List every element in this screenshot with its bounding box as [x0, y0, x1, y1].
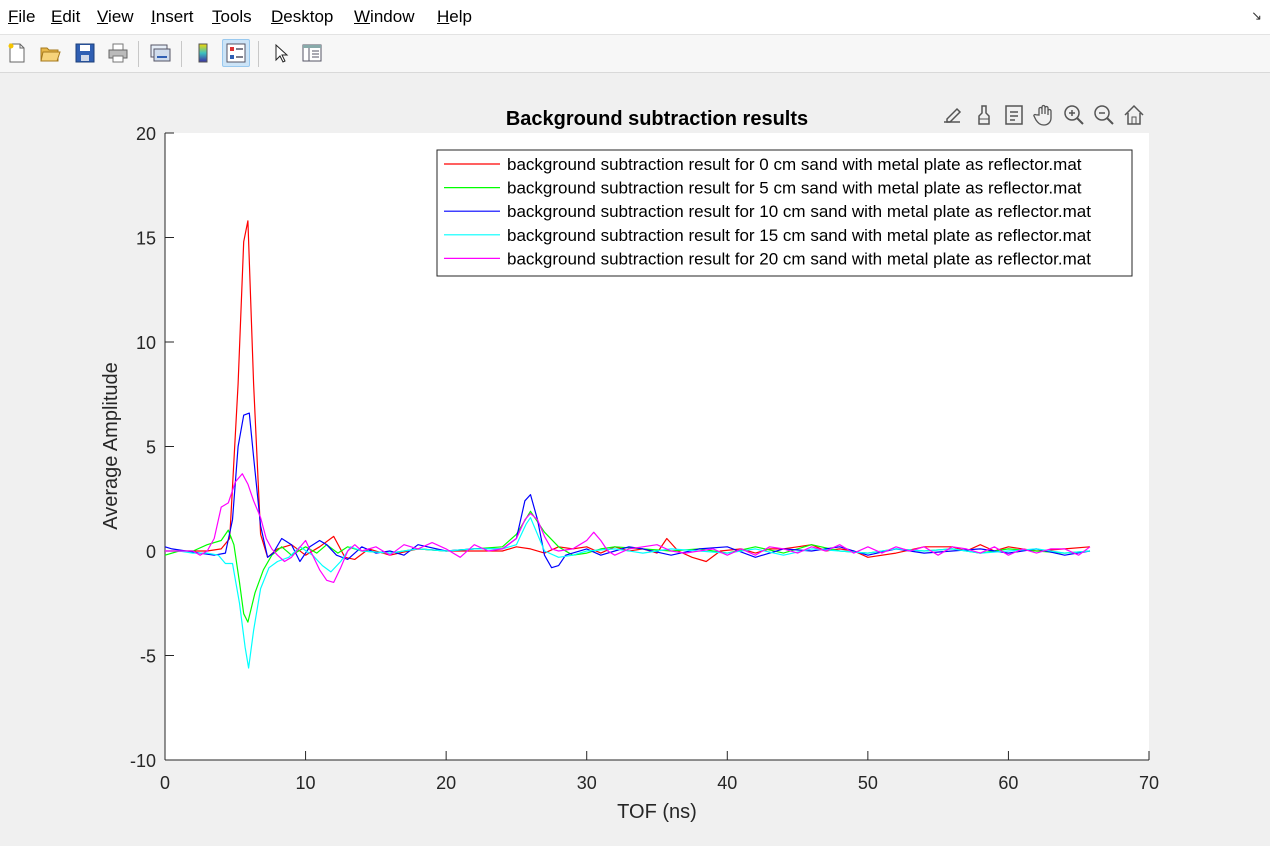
home-icon[interactable]: [1121, 100, 1147, 130]
menu-help-mnemonic: H: [437, 7, 450, 26]
menu-bar: File Edit View Insert Tools Desktop Wind…: [0, 0, 1270, 35]
menu-edit[interactable]: Edit: [51, 7, 80, 27]
link-plot-icon[interactable]: [146, 39, 174, 67]
menu-desktop[interactable]: Desktop: [271, 7, 333, 27]
figure-toolbar: [0, 35, 1270, 73]
menu-insert[interactable]: Insert: [151, 7, 194, 27]
menu-help-label: elp: [449, 7, 472, 26]
data-tips-icon[interactable]: [1001, 100, 1027, 130]
menu-insert-mnemonic: I: [151, 7, 156, 26]
dock-arrow-icon[interactable]: ↘: [1251, 8, 1262, 23]
menu-edit-label: dit: [62, 7, 81, 26]
menu-insert-label: nsert: [155, 7, 194, 26]
menu-window-mnemonic: W: [354, 7, 371, 26]
brush-export-icon[interactable]: [940, 100, 966, 130]
menu-view[interactable]: View: [97, 7, 134, 27]
menu-tools-mnemonic: T: [212, 7, 221, 26]
legend-icon[interactable]: [222, 39, 250, 67]
figure-area: [0, 73, 1270, 846]
zoom-out-icon[interactable]: [1091, 100, 1117, 130]
pan-hand-icon[interactable]: [1031, 100, 1057, 130]
menu-tools[interactable]: Tools: [212, 7, 252, 27]
toolbar-separator: [138, 41, 139, 67]
menu-window[interactable]: Window: [354, 7, 414, 27]
menu-view-mnemonic: V: [97, 7, 109, 26]
menu-file-label: ile: [18, 7, 36, 26]
open-folder-icon[interactable]: [36, 39, 64, 67]
menu-desktop-label: esktop: [283, 7, 334, 26]
menu-tools-label: ools: [220, 7, 252, 26]
pointer-icon[interactable]: [266, 39, 294, 67]
property-inspector-icon[interactable]: [298, 39, 326, 67]
toolbar-separator: [258, 41, 259, 67]
menu-desktop-mnemonic: D: [271, 7, 284, 26]
menu-view-label: iew: [108, 7, 134, 26]
menu-edit-mnemonic: E: [51, 7, 63, 26]
menu-help[interactable]: Help: [437, 7, 472, 27]
menu-file-mnemonic: F: [8, 7, 19, 26]
menu-window-label: indow: [370, 7, 415, 26]
save-icon[interactable]: [71, 39, 99, 67]
new-file-icon[interactable]: [3, 39, 31, 67]
data-brush-icon[interactable]: [971, 100, 997, 130]
colorbar-icon[interactable]: [189, 39, 217, 67]
zoom-in-icon[interactable]: [1061, 100, 1087, 130]
menu-file[interactable]: File: [8, 7, 35, 27]
print-icon[interactable]: [104, 39, 132, 67]
toolbar-separator: [181, 41, 182, 67]
